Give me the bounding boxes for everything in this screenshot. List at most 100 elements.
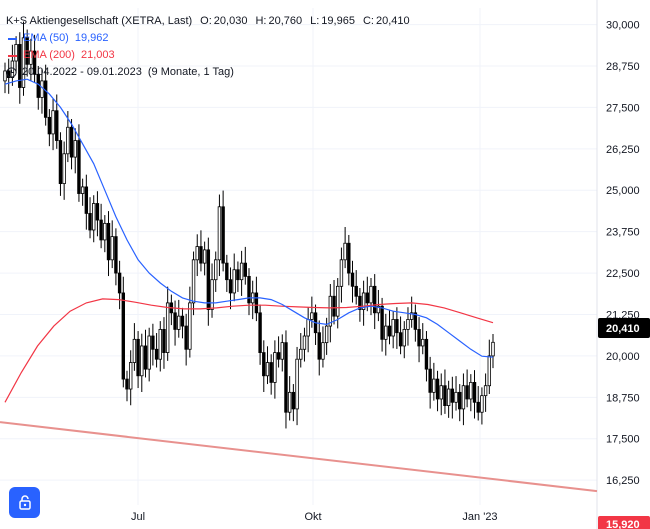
candle-body (32, 50, 37, 75)
candle (458, 384, 462, 422)
candle-body (324, 325, 329, 344)
candle-body (380, 305, 384, 340)
ema50-legend[interactable]: EMA (50) 19,962 (6, 30, 412, 47)
candle (446, 380, 451, 418)
candle (421, 323, 425, 355)
candle-body (262, 352, 266, 377)
candle (169, 294, 174, 326)
price-tick-label: 16,250 (606, 475, 640, 487)
candle (343, 227, 347, 269)
candle-body (154, 348, 159, 360)
price-tick-label: 23,750 (606, 227, 640, 239)
candle-body (450, 388, 455, 403)
candle (202, 241, 207, 276)
candle-body (188, 302, 192, 350)
candle-body (147, 335, 151, 370)
candle (243, 246, 248, 285)
candle-body (376, 305, 381, 314)
candle-body (128, 362, 133, 390)
trendline-price-label: 15,920 (606, 519, 640, 529)
candle-body (18, 44, 22, 88)
candle (265, 346, 270, 385)
candle-body (199, 246, 203, 264)
candle (291, 384, 296, 422)
candle (69, 118, 74, 170)
candle-body (43, 80, 48, 118)
candle (372, 274, 377, 330)
candle (450, 376, 455, 419)
candle (435, 370, 440, 412)
candle-body (428, 368, 432, 393)
candle-body (369, 285, 373, 304)
candle (284, 330, 288, 429)
candle (395, 307, 399, 349)
candle-body (302, 335, 307, 350)
candle-body (236, 269, 240, 281)
candle (154, 333, 159, 368)
candle-body (69, 126, 74, 158)
price-tick-label: 26,250 (606, 144, 640, 156)
lock-scale-button[interactable] (9, 487, 40, 518)
candle (476, 386, 480, 421)
candle (221, 190, 225, 272)
candle-body (365, 292, 370, 304)
candle (247, 268, 251, 316)
candle-body (476, 401, 480, 413)
candle (317, 320, 321, 376)
candle-body (332, 295, 336, 317)
candle (195, 234, 199, 277)
candle-body (62, 153, 66, 185)
time-axis[interactable]: Jul Okt Jan '23 (131, 511, 498, 523)
candle (147, 327, 151, 382)
candle (88, 197, 92, 239)
candle-body (84, 186, 89, 214)
candle (280, 334, 284, 372)
ema200-legend[interactable]: EMA (200) 21,003 (6, 47, 412, 64)
price-axis[interactable]: 30,000 28,750 27,500 26,250 25,000 23,750 22,5… (606, 20, 640, 488)
candle-body (47, 116, 52, 135)
candle (358, 287, 362, 322)
candle (214, 251, 218, 292)
candle-body (372, 285, 377, 314)
candle (439, 373, 443, 416)
ohlc-row: K+S Aktiengesellschaft (XETRA, Last) O: … (6, 13, 412, 30)
candle (250, 280, 255, 320)
candle-body (409, 312, 414, 320)
candle (413, 304, 418, 342)
symbol-title[interactable]: K+S Aktiengesellschaft (XETRA, Last) (6, 15, 193, 27)
candle (391, 311, 395, 349)
candle-body (80, 186, 85, 194)
candle (380, 297, 384, 352)
candle-body (435, 378, 440, 400)
candle-body (269, 362, 273, 383)
candle (487, 339, 492, 395)
candle (225, 254, 229, 292)
candle-body (273, 352, 277, 383)
candle-body (232, 269, 236, 294)
candle (80, 178, 85, 206)
candle-body (103, 222, 107, 241)
candle (361, 280, 366, 326)
candle-body (210, 279, 214, 310)
candle (191, 251, 196, 316)
trendline-price-badge: 15,920 (598, 516, 650, 529)
candle (369, 278, 373, 316)
clock-icon (6, 67, 17, 78)
close-value: 20,410 (375, 15, 410, 27)
candle (461, 373, 466, 426)
trendline[interactable] (0, 421, 598, 493)
candle-body (177, 315, 181, 330)
ema200-value: 21,003 (80, 49, 115, 61)
candle (25, 29, 29, 77)
candle (469, 374, 473, 412)
candle (387, 309, 392, 345)
candle-body (480, 395, 484, 413)
candle-body (284, 342, 288, 413)
candle-body (191, 259, 196, 304)
candle (472, 370, 477, 419)
low-value: 19,965 (321, 15, 355, 27)
candle-body (95, 203, 100, 221)
candle (236, 261, 240, 292)
candle (43, 64, 48, 126)
